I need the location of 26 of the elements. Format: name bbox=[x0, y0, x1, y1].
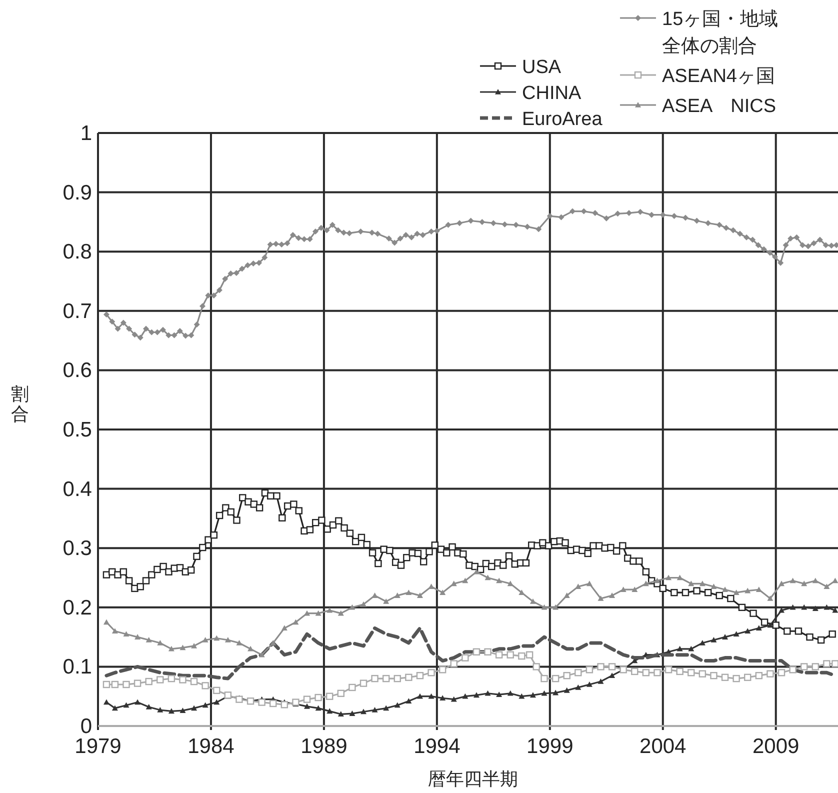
legend-label: CHINA bbox=[522, 83, 582, 104]
x-tick-label: 2004 bbox=[640, 735, 687, 758]
y-tick-label: 0 bbox=[80, 715, 92, 738]
x-tick-label: 1989 bbox=[300, 735, 348, 758]
legend-label: ASEA NICS bbox=[662, 96, 776, 117]
y-tick-label: 1 bbox=[80, 122, 92, 145]
legend-label: ASEAN4ヶ国 bbox=[662, 66, 775, 87]
y-tick-label: 0.3 bbox=[62, 537, 92, 560]
x-tick-label: 2009 bbox=[752, 735, 800, 758]
x-tick-label: 1999 bbox=[526, 735, 574, 758]
x-tick-label: 1984 bbox=[188, 735, 235, 758]
x-tick-label: 1979 bbox=[74, 735, 122, 758]
y-tick-label: 0.6 bbox=[62, 359, 92, 382]
x-tick-label: 1994 bbox=[414, 735, 461, 758]
y-tick-label: 0.9 bbox=[62, 181, 92, 204]
y-axis-title: 割合 bbox=[11, 384, 29, 424]
legend-label: EuroArea bbox=[522, 109, 603, 130]
y-tick-label: 0.7 bbox=[62, 300, 92, 323]
y-tick-label: 0.2 bbox=[62, 596, 92, 620]
y-tick-label: 0.4 bbox=[62, 478, 92, 501]
legend-label: USA bbox=[522, 57, 562, 78]
legend-label: 15ヶ国・地域全体の割合 bbox=[662, 9, 778, 57]
x-axis-title: 暦年四半期 bbox=[428, 769, 518, 789]
y-tick-label: 0.1 bbox=[62, 656, 92, 679]
y-tick-label: 0.8 bbox=[62, 240, 92, 264]
y-tick-label: 0.5 bbox=[62, 418, 92, 442]
